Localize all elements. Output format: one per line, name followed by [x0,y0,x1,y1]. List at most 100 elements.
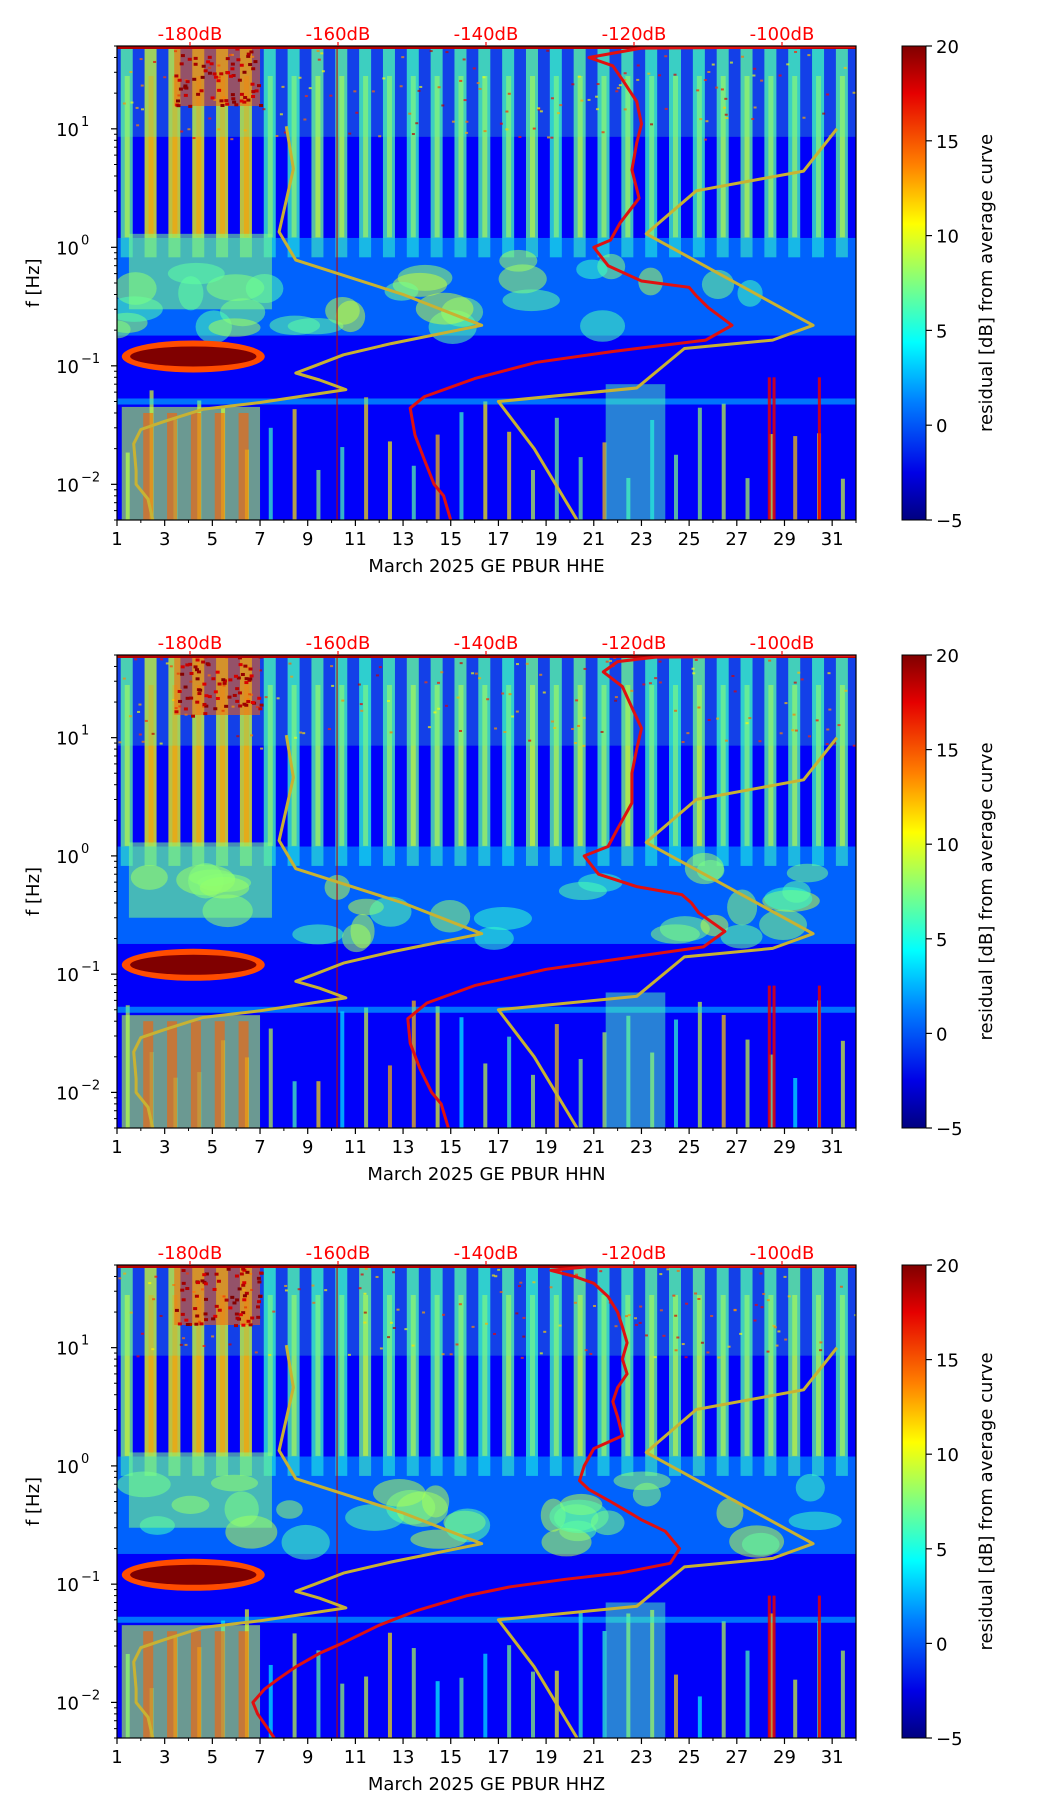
hf-speck [284,1284,288,1287]
noise-spike [840,1040,845,1128]
hf-speck [532,127,536,130]
microseism-blob [696,859,725,881]
low-warm-stripe [214,1631,225,1738]
x-tick-label: 17 [487,1747,510,1768]
y-tick-label: 10 [56,1339,79,1360]
hot-speck [210,96,215,100]
hot-speck [236,676,241,680]
hf-speck [404,1328,408,1331]
microseism-blob [335,300,366,333]
y-axis-label: f [Hz] [23,1477,44,1526]
hf-speck [705,120,709,123]
hf-speck [623,108,627,111]
daily-band-core [291,1295,297,1456]
hot-speck [183,685,188,689]
db-tick-label: -140dB [454,1243,519,1264]
hf-speck [659,1273,663,1276]
noise-spike [793,1078,798,1128]
hf-speck [582,716,586,719]
daily-band-core [220,1295,226,1456]
hf-speck [571,727,575,730]
hf-speck [539,1352,543,1355]
hf-speck [674,1314,678,1317]
early-patch [128,1452,272,1528]
hf-speck [134,658,138,661]
hot-speck [225,57,230,61]
hf-speck [389,731,393,734]
hot-speck [231,97,236,101]
hot-speck [196,1281,201,1285]
hf-speck [159,1314,163,1317]
daily-band-core [768,685,774,846]
hf-speck [752,74,756,77]
hf-speck [427,726,431,729]
x-tick-label: 23 [630,1137,653,1158]
hot-speck [204,1272,209,1276]
hot-speck [249,50,254,54]
hf-speck [284,1289,288,1292]
hot-speck [235,47,240,51]
daily-band-core [315,76,321,238]
x-tick-label: 9 [302,529,313,550]
hf-speck [140,1332,144,1335]
noise-spike [578,457,583,520]
daily-band-core [673,1295,679,1456]
hot-speck [257,696,262,700]
hf-speck [182,1337,186,1340]
daily-band-core [482,1295,488,1456]
hf-speck [778,74,782,77]
hot-speck [195,658,200,662]
hf-speck [794,729,798,732]
daily-band-core [172,1295,178,1456]
hf-speck [152,1298,156,1301]
hf-speck [754,1303,758,1306]
hot-speck [178,699,183,703]
hf-speck [355,111,359,114]
hf-speck [445,51,449,54]
microseism-blob [764,887,813,911]
hf-speck [822,112,826,115]
hf-speck [773,1326,777,1329]
daily-band-core [220,76,226,238]
hf-speck [681,1343,685,1346]
hf-speck [208,117,212,120]
daily-band-core [243,685,249,846]
hf-speck [275,135,279,138]
hot-blob [130,346,257,367]
hf-speck [659,1309,663,1312]
hf-speck [324,1289,328,1292]
hf-speck [802,116,806,119]
microseism-blob [795,1473,825,1502]
hf-speck [321,70,325,73]
hf-speck [825,743,829,746]
hf-speck [815,719,819,722]
series-curve-yellow [132,126,484,520]
hf-speck [136,124,140,127]
hf-speck [674,709,678,712]
colorbar-tick-label: −5 [936,1119,963,1140]
hf-speck [389,1321,393,1324]
daily-band-core [434,685,440,846]
hot-speck [207,71,212,75]
hf-speck [537,108,541,111]
daily-band-core [482,76,488,238]
daily-band-core [291,76,297,238]
y-tick-exponent: −1 [81,352,100,367]
noise-spike [697,407,702,520]
hot-speck [203,1312,208,1316]
hot-speck [235,699,240,703]
hot-speck [240,672,245,676]
hf-speck [517,1285,521,1288]
noise-spike [530,1671,535,1738]
early-patch [128,233,272,310]
hf-speck [264,696,268,699]
hf-speck [522,1335,526,1338]
hot-speck [230,1295,235,1299]
low-warm-stripe [143,1021,154,1128]
hf-speck [456,696,460,699]
hot-speck [212,72,217,76]
hot-speck [238,1313,243,1317]
hot-speck [183,84,188,88]
hf-speck [347,1353,351,1356]
hf-speck [520,1356,524,1359]
